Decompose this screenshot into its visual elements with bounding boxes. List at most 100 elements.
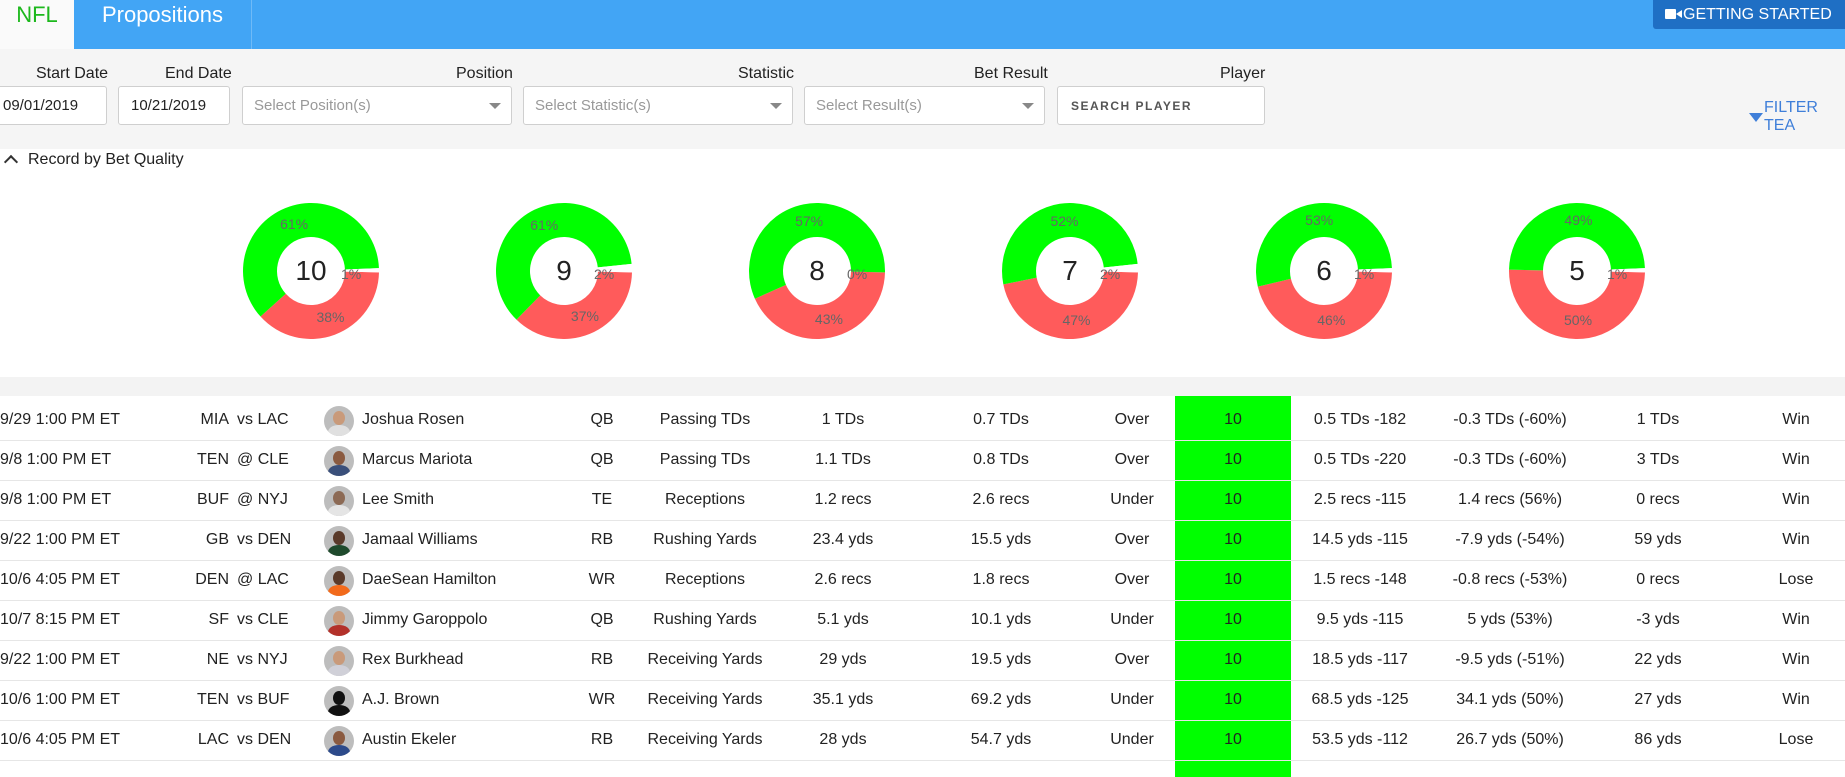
donut-label-win: 61% xyxy=(280,215,309,232)
donut-slice-win xyxy=(749,203,885,299)
cell-average: 54.7 yds xyxy=(970,731,1032,748)
cell-line: 68.5 yds -125 xyxy=(1311,691,1409,708)
table-row[interactable]: 9/29 1:00 PM ET MIA vs LAC Joshua Rosen QB Pa… xyxy=(0,400,1845,441)
cell-statistic: Rushing Yards xyxy=(653,531,757,548)
table-row[interactable]: 10/7 8:15 PM ET SF vs CLE Jimmy Garoppolo QB… xyxy=(0,600,1845,641)
donut-label-lose: 50% xyxy=(1564,311,1593,328)
cell-position: QB xyxy=(590,411,614,428)
cell-actual: 59 yds xyxy=(1634,531,1682,548)
cell-projection: 23.4 yds xyxy=(812,531,874,548)
bet-result-placeholder: Select Result(s) xyxy=(816,97,922,114)
cell-average: 19.5 yds xyxy=(970,651,1032,668)
cell-average: 2.6 recs xyxy=(972,491,1030,508)
table-row[interactable]: 9/8 1:00 PM ET TEN @ CLE Marcus Mariota QB Pa… xyxy=(0,440,1845,481)
getting-started-button[interactable]: GETTING STARTED xyxy=(1653,0,1845,29)
record-collapse-toggle[interactable]: Record by Bet Quality xyxy=(2,151,184,170)
filter-team-button[interactable]: FILTER TEA xyxy=(1749,99,1845,135)
cell-position: QB xyxy=(590,451,614,468)
statistic-select[interactable]: Select Statistic(s) xyxy=(523,86,793,125)
cell-projection: 5.1 yds xyxy=(817,611,869,628)
cell-edge: -0.3 TDs (-60%) xyxy=(1453,451,1567,468)
player-label: Player xyxy=(1220,65,1266,82)
cell-line: 53.5 yds -112 xyxy=(1312,731,1408,748)
donut-slice-win xyxy=(1002,203,1138,285)
cell-line: 14.5 yds -115 xyxy=(1312,531,1408,548)
donut-label-push: 1% xyxy=(1354,266,1375,282)
cell-player[interactable]: Jamaal Williams xyxy=(362,531,478,548)
donut-chart-quality-7: 7 52% 47% 2% xyxy=(1002,203,1138,339)
cell-actual: -3 yds xyxy=(1636,611,1680,628)
bet-result-label: Bet Result xyxy=(974,65,1048,82)
position-select[interactable]: Select Position(s) xyxy=(242,86,512,125)
cell-player[interactable]: Austin Ekeler xyxy=(362,731,457,748)
player-avatar xyxy=(324,446,354,476)
table-row[interactable]: 9/8 1:00 PM ET BUF @ NYJ Lee Smith TE Recepti… xyxy=(0,480,1845,521)
table-row[interactable]: 10/6 1:00 PM ET TEN vs BUF A.J. Brown WR Rece… xyxy=(0,680,1845,721)
cell-player[interactable]: DaeSean Hamilton xyxy=(362,571,497,588)
donut-label-win: 49% xyxy=(1564,212,1593,228)
cell-projection: 29 yds xyxy=(819,651,867,668)
cell-date: 9/29 1:00 PM ET xyxy=(0,411,121,428)
donut-label-lose: 43% xyxy=(814,311,843,327)
cell-edge: 34.1 yds (50%) xyxy=(1456,691,1564,708)
cell-opponent: @ NYJ xyxy=(237,491,288,508)
tab-nfl[interactable]: NFL xyxy=(0,0,74,49)
table-row[interactable]: 10/6 4:05 PM ET DEN @ LAC DaeSean Hamilton W… xyxy=(0,560,1845,601)
cell-player[interactable]: Jimmy Garoppolo xyxy=(362,611,488,628)
table-row[interactable]: 9/22 1:00 PM ET GB vs DEN Jamaal Williams RB… xyxy=(0,520,1845,561)
cell-line: 2.5 recs -115 xyxy=(1313,491,1407,508)
cell-actual: 27 yds xyxy=(1634,691,1682,708)
bet-result-select[interactable]: Select Result(s) xyxy=(804,86,1045,125)
donut-slice-win xyxy=(496,203,632,320)
cell-result: Win xyxy=(1782,691,1810,708)
cell-player[interactable]: Rex Burkhead xyxy=(362,651,464,668)
donut-label-lose: 37% xyxy=(570,308,599,325)
cell-player[interactable]: A.J. Brown xyxy=(362,691,440,708)
cell-line: 1.5 recs -148 xyxy=(1313,571,1407,588)
cell-result: Win xyxy=(1782,611,1810,628)
cell-bet-quality: 10 xyxy=(1224,691,1242,708)
cell-actual: 1 TDs xyxy=(1636,411,1680,428)
table-row[interactable]: 9/22 1:00 PM ET NE vs NYJ Rex Burkhead RB Rec… xyxy=(0,640,1845,681)
position-placeholder: Select Position(s) xyxy=(254,97,371,114)
start-date-input[interactable]: 09/01/2019 xyxy=(0,86,107,125)
table-row[interactable]: 10/6 4:05 PM ET LAC vs DEN Austin Ekeler RB R… xyxy=(0,720,1845,761)
cell-projection: 1.1 TDs xyxy=(815,451,871,468)
tab-propositions[interactable]: Propositions xyxy=(74,0,252,49)
donut-center-label: 8 xyxy=(809,255,825,286)
cell-pick: Over xyxy=(1114,451,1150,468)
player-search-input[interactable]: SEARCH PLAYER xyxy=(1057,86,1265,125)
donut-slice-lose xyxy=(260,271,379,339)
cell-opponent: vs DEN xyxy=(237,731,292,748)
cell-bet-quality: 10 xyxy=(1224,531,1242,548)
cell-statistic: Rushing Yards xyxy=(653,611,757,628)
donut-slice-win xyxy=(1509,203,1645,271)
cell-bet-quality: 10 xyxy=(1224,611,1242,628)
video-camera-icon xyxy=(1665,9,1682,19)
donut-center-label: 7 xyxy=(1062,255,1078,286)
cell-bet-quality: 10 xyxy=(1224,731,1242,748)
donut-center-label: 9 xyxy=(556,255,572,286)
avatar-head xyxy=(333,611,345,625)
cell-position: TE xyxy=(591,491,613,508)
cell-pick: Over xyxy=(1114,651,1150,668)
end-date-label: End Date xyxy=(165,65,232,82)
cell-player[interactable]: Marcus Mariota xyxy=(362,451,473,468)
cell-edge: 5 yds (53%) xyxy=(1467,611,1553,628)
start-date-label: Start Date xyxy=(36,65,109,82)
donut-chart-quality-10: 10 61% 38% 1% xyxy=(243,203,379,339)
donut-slice-lose xyxy=(1257,271,1392,339)
cell-player[interactable]: Lee Smith xyxy=(362,491,435,508)
donut-label-win: 57% xyxy=(795,212,824,229)
cell-average: 69.2 yds xyxy=(970,691,1032,708)
end-date-input[interactable]: 10/21/2019 xyxy=(118,86,230,125)
avatar-jersey xyxy=(328,625,350,636)
cell-average: 0.8 TDs xyxy=(973,451,1029,468)
cell-date: 10/6 4:05 PM ET xyxy=(0,731,121,748)
cell-player[interactable]: Joshua Rosen xyxy=(362,411,465,428)
cell-line: 0.5 TDs -220 xyxy=(1313,451,1407,468)
cell-result: Win xyxy=(1782,531,1810,548)
cell-date: 10/6 1:00 PM ET xyxy=(0,691,121,708)
cell-bet-quality: 10 xyxy=(1224,491,1242,508)
avatar-jersey xyxy=(328,585,350,596)
